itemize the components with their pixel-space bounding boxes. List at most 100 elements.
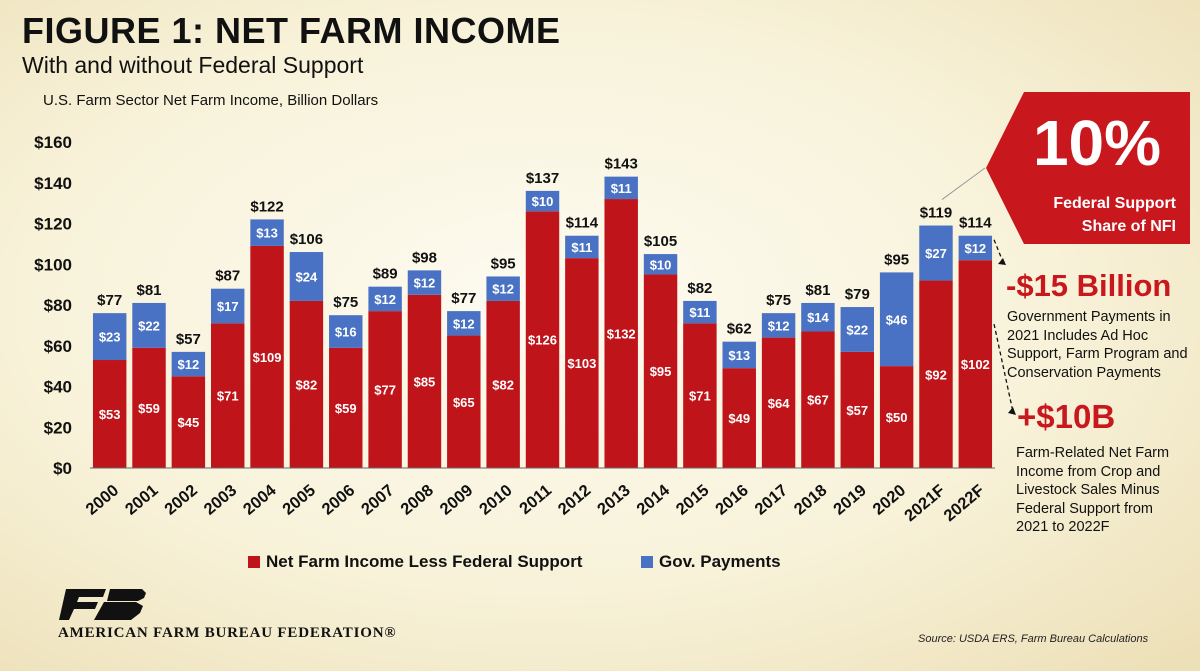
data-label-total: $82: [687, 280, 712, 297]
data-label-gov-payments: $16: [335, 324, 357, 339]
x-tick-label: 2017: [751, 481, 791, 518]
data-label-net-farm-income: $82: [492, 377, 514, 392]
units-label: U.S. Farm Sector Net Farm Income, Billio…: [43, 92, 379, 109]
data-label-net-farm-income: $95: [650, 364, 672, 379]
data-label-total: $77: [97, 292, 122, 309]
data-label-total: $137: [526, 170, 559, 187]
bar-gov-payments: [486, 276, 520, 301]
annotation-leader-2: [993, 323, 1014, 413]
bar-net-farm-income: [761, 337, 796, 468]
data-label-total: $95: [491, 255, 516, 272]
data-label-gov-payments: $11: [571, 240, 592, 255]
x-tick-label: 2018: [791, 481, 831, 518]
callout-leader-line: [941, 167, 986, 200]
data-label-gov-payments: $17: [217, 299, 239, 314]
bar-gov-payments: [643, 254, 678, 275]
data-label-net-farm-income: $82: [296, 377, 318, 392]
bar-gov-payments: [604, 176, 638, 200]
data-label-gov-payments: $11: [611, 181, 632, 196]
bar-net-farm-income: [525, 211, 560, 468]
y-tick-label: $80: [44, 296, 72, 315]
bar-gov-payments: [92, 313, 127, 361]
organization-name: AMERICAN FARM BUREAU FEDERATION®: [58, 625, 397, 641]
x-tick-label: 2013: [594, 481, 634, 518]
annotation-1-line: 2021 Includes Ad Hoc: [1007, 327, 1149, 344]
x-tick-label: 2014: [633, 481, 673, 519]
bar-gov-payments: [722, 341, 756, 369]
farm-bureau-logo: [58, 586, 148, 622]
bar-gov-payments: [958, 235, 993, 261]
fb-logo-icon: [59, 589, 146, 620]
x-tick-label: 2004: [240, 481, 280, 519]
bar-net-farm-income: [289, 300, 324, 468]
callout-label-line1: Federal Support: [1053, 195, 1176, 212]
data-label-total: $81: [805, 282, 830, 299]
data-label-total: $89: [373, 266, 398, 283]
data-label-total: $143: [605, 156, 638, 173]
annotation-headline-2: +$10B: [1017, 398, 1116, 435]
y-tick-label: $0: [53, 459, 72, 478]
data-label-total: $106: [290, 231, 323, 248]
callout-label-line2: Share of NFI: [1081, 218, 1176, 235]
bar-net-farm-income: [171, 376, 206, 468]
x-tick-label: 2019: [830, 481, 870, 518]
data-label-net-farm-income: $77: [374, 383, 396, 398]
federal-share-callout: 10% Federal Support Share of NFI: [986, 92, 1190, 244]
data-label-total: $98: [412, 249, 437, 266]
data-label-gov-payments: $27: [925, 246, 947, 261]
bar-net-farm-income: [368, 311, 402, 468]
data-label-total: $114: [566, 215, 599, 232]
bar-net-farm-income: [132, 347, 166, 468]
legend-swatch-blue: [641, 556, 653, 568]
bar-gov-payments: [407, 270, 442, 295]
data-label-net-farm-income: $53: [99, 407, 121, 422]
data-label-net-farm-income: $109: [253, 350, 282, 365]
bar-net-farm-income: [840, 351, 875, 468]
bar-gov-payments: [210, 288, 245, 324]
y-tick-label: $60: [44, 337, 72, 356]
bar-net-farm-income: [210, 323, 245, 468]
bar-gov-payments: [368, 286, 402, 312]
data-label-net-farm-income: $126: [528, 333, 557, 348]
data-label-net-farm-income: $57: [846, 403, 868, 418]
annotation-1-line: Government Payments in: [1007, 309, 1171, 325]
data-label-total: $114: [959, 215, 992, 232]
bar-gov-payments: [250, 219, 284, 246]
chart-title: FIGURE 1: NET FARM INCOME: [22, 10, 561, 51]
data-label-gov-payments: $24: [296, 269, 318, 284]
data-label-gov-payments: $11: [689, 305, 710, 320]
x-tick-label: 2010: [476, 481, 516, 518]
x-tick-label: 2005: [279, 481, 319, 518]
bar-net-farm-income: [879, 366, 914, 468]
data-label-total: $62: [727, 321, 752, 338]
data-label-gov-payments: $12: [768, 318, 790, 333]
annotation-2-line: 2021 to 2022F: [1016, 519, 1110, 535]
data-label-gov-payments: $13: [728, 348, 750, 363]
data-label-total: $75: [766, 292, 791, 309]
annotation-2-line: Federal Support from: [1016, 500, 1154, 517]
legend-item-gov-payments: Gov. Payments: [641, 552, 781, 572]
x-tick-label: 2000: [83, 481, 123, 518]
annotation-text-2: Farm-Related Net Farm Income from Crop a…: [1016, 444, 1169, 537]
data-label-gov-payments: $23: [99, 330, 121, 345]
bar-net-farm-income: [683, 323, 717, 468]
data-label-net-farm-income: $102: [961, 357, 990, 372]
bar-gov-payments: [171, 351, 206, 377]
x-tick-label: 2012: [555, 481, 595, 518]
bar-net-farm-income: [92, 360, 127, 468]
annotation-headline-1: -$15 Billion: [1006, 268, 1172, 303]
y-tick-label: $20: [44, 418, 72, 437]
data-label-gov-payments: $10: [532, 194, 554, 209]
annotation-text-1: Government Payments in 2021 Includes Ad …: [1007, 308, 1188, 382]
bar-gov-payments: [565, 235, 599, 259]
bar-net-farm-income: [329, 347, 363, 468]
callout-percent: 10%: [1032, 107, 1162, 179]
annotation-2-line: Income from Crop and: [1016, 463, 1161, 480]
data-label-net-farm-income: $59: [138, 401, 160, 416]
data-label-gov-payments: $14: [807, 310, 829, 325]
x-tick-label: 2011: [516, 481, 555, 518]
data-label-total: $77: [451, 290, 476, 307]
bar-net-farm-income: [447, 335, 481, 468]
bar-net-farm-income: [919, 280, 953, 468]
bar-net-farm-income: [250, 245, 284, 468]
